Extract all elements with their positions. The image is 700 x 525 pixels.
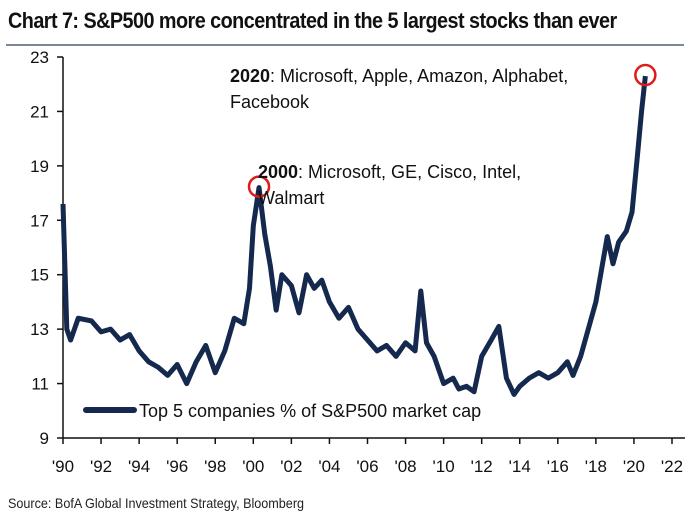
y-tick-label: 11 xyxy=(31,375,49,394)
x-tick-label: '98 xyxy=(204,457,226,476)
x-tick-label: '10 xyxy=(433,457,455,476)
y-tick-label: 21 xyxy=(30,102,49,121)
y-tick-label: 23 xyxy=(30,48,49,67)
x-tick-label: '08 xyxy=(394,457,416,476)
x-tick-label: '94 xyxy=(128,457,150,476)
source-note: Source: BofA Global Investment Strategy,… xyxy=(8,495,305,511)
chart-title: Chart 7: S&P500 more concentrated in the… xyxy=(8,8,617,33)
y-tick-label: 9 xyxy=(40,429,49,448)
title-divider xyxy=(6,44,684,46)
x-tick-label: '04 xyxy=(318,457,340,476)
y-tick-label: 13 xyxy=(30,320,49,339)
highlight-circle xyxy=(634,63,657,87)
x-tick-label: '02 xyxy=(280,457,302,476)
x-tick-label: '92 xyxy=(90,457,112,476)
line-chart: 9 11 13 15 17 19 21 23 '90 '92 '94 '96 '98 '00 '02 '04 '… xyxy=(30,48,685,476)
annotation-text: 2000: Microsoft, GE, Cisco, Intel, xyxy=(258,162,521,182)
x-tick-label: '90 xyxy=(52,457,74,476)
x-tick-label: '00 xyxy=(242,457,264,476)
x-tick-label: '96 xyxy=(166,457,188,476)
x-tick-label: '06 xyxy=(356,457,378,476)
series-line xyxy=(60,75,648,397)
y-tick-label: 15 xyxy=(30,266,49,285)
x-tick-label: '20 xyxy=(623,457,645,476)
annotation-text: 2020: Microsoft, Apple, Amazon, Alphabet… xyxy=(230,66,568,86)
x-tick-label: '16 xyxy=(547,457,569,476)
x-tick-label: '12 xyxy=(471,457,493,476)
x-tick-label: '14 xyxy=(509,457,531,476)
annotation-text-line2: Walmart xyxy=(258,188,324,208)
y-tick-label: 19 xyxy=(30,157,49,176)
x-tick-label: '22 xyxy=(661,457,683,476)
legend-label: Top 5 companies % of S&P500 market cap xyxy=(139,401,481,421)
annotation-text-line2: Facebook xyxy=(230,92,310,112)
y-tick-label: 17 xyxy=(30,211,49,230)
highlight-circle xyxy=(247,175,271,198)
x-tick-label: '18 xyxy=(585,457,607,476)
